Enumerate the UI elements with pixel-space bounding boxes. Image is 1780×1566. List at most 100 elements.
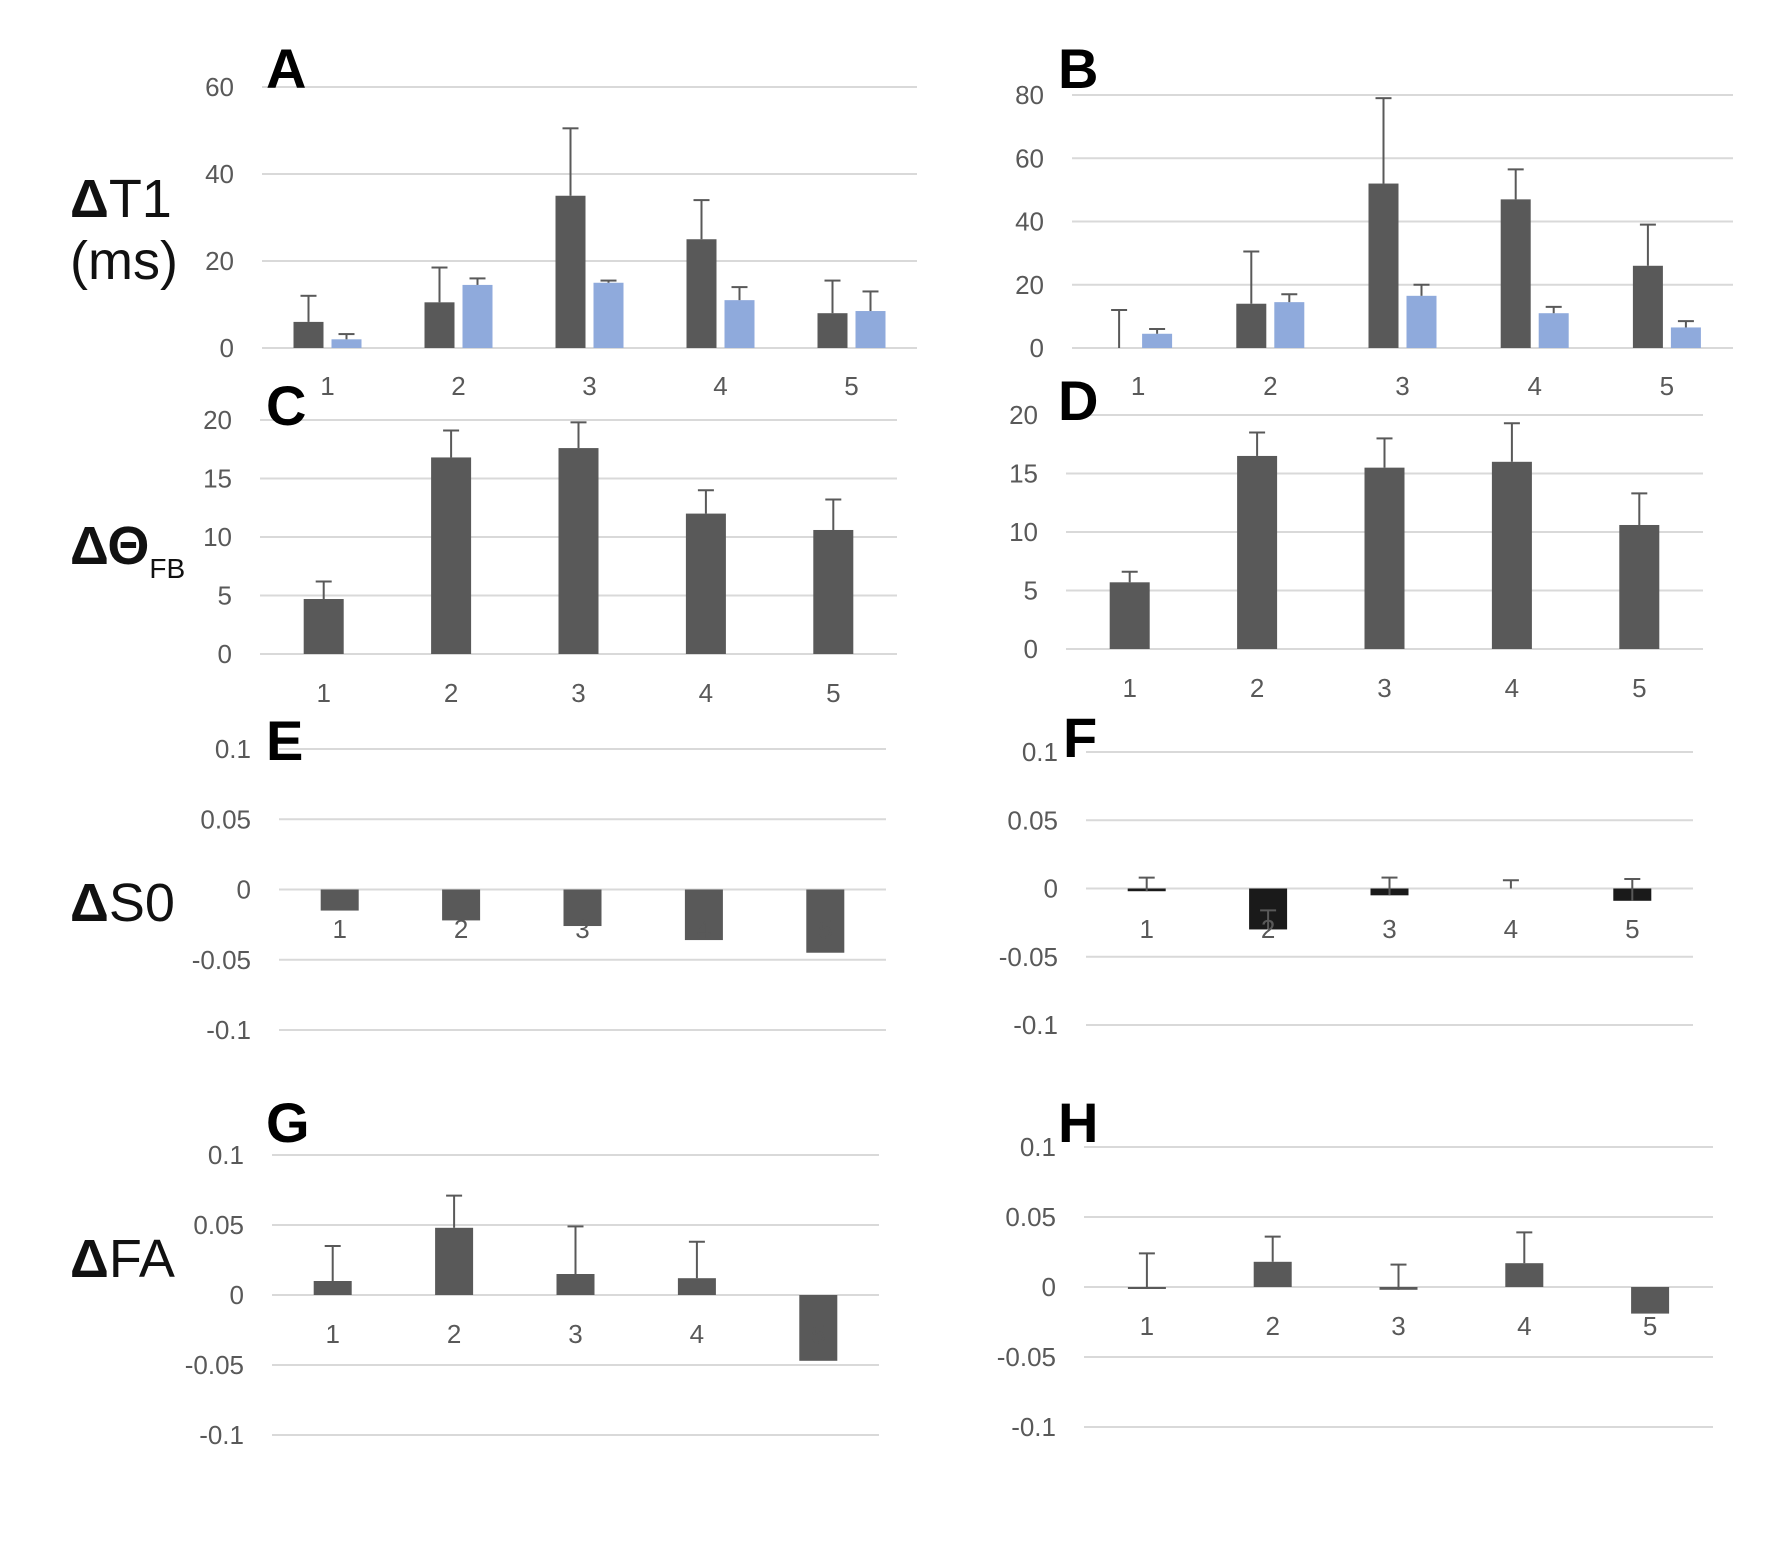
x-tick-label-b: 1 <box>1131 371 1145 401</box>
x-tick-label-f: 2 <box>1261 914 1275 944</box>
row-label-theta: ΔΘFB <box>70 515 185 585</box>
x-tick-label-c: 2 <box>444 678 458 708</box>
y-tick-label-d: 5 <box>1024 576 1038 606</box>
x-tick-label-a: 2 <box>451 371 465 401</box>
x-tick-label-g: 3 <box>568 1319 582 1349</box>
delta-symbol: Δ <box>70 516 108 576</box>
y-tick-label-d: 10 <box>1009 517 1038 547</box>
y-tick-label-f: -0.1 <box>1013 1010 1058 1040</box>
y-tick-label-a: 20 <box>205 246 234 276</box>
bar-d-dark <box>1364 467 1405 649</box>
x-tick-label-b: 5 <box>1660 371 1674 401</box>
row-label-t1-unit: (ms) <box>70 231 178 292</box>
y-tick-label-e: -0.05 <box>192 945 251 975</box>
x-tick-label-g: 5 <box>811 1319 825 1349</box>
y-tick-label-a: 40 <box>205 159 234 189</box>
bar-d-dark <box>1109 582 1150 649</box>
row-label-t1-text: T1 <box>108 169 172 229</box>
y-tick-label-b: 40 <box>1015 207 1044 237</box>
x-tick-label-e: 2 <box>454 914 468 944</box>
bar-a-dark <box>424 302 455 348</box>
x-tick-label-c: 1 <box>316 678 330 708</box>
bar-g-dark <box>313 1281 352 1295</box>
x-tick-label-c: 5 <box>826 678 840 708</box>
bar-e-dark <box>684 889 723 941</box>
x-tick-label-h: 5 <box>1643 1311 1657 1341</box>
delta-symbol: Δ <box>70 1229 109 1289</box>
bar-a-dark <box>817 313 848 348</box>
bar-a-light <box>593 282 624 348</box>
row-label-t1: ΔT1 (ms) <box>70 168 178 292</box>
bar-b-dark <box>1236 303 1267 348</box>
x-tick-label-b: 2 <box>1263 371 1277 401</box>
y-tick-label-g: 0.1 <box>208 1140 244 1170</box>
panel-letter-a: A <box>266 37 306 100</box>
x-tick-label-f: 5 <box>1625 914 1639 944</box>
y-tick-label-h: -0.05 <box>997 1342 1056 1372</box>
bar-c-dark <box>431 457 472 654</box>
x-tick-label-e: 3 <box>575 914 589 944</box>
x-tick-label-c: 3 <box>571 678 585 708</box>
delta-symbol: Δ <box>70 873 109 933</box>
x-tick-label-g: 1 <box>325 1319 339 1349</box>
bar-d-dark <box>1491 461 1532 649</box>
bar-c-dark <box>685 513 726 654</box>
panel-letter-c: C <box>266 374 306 437</box>
bar-b-light <box>1142 333 1173 348</box>
x-tick-label-h: 4 <box>1517 1311 1531 1341</box>
bar-g-dark <box>677 1278 716 1295</box>
x-tick-label-g: 4 <box>690 1319 704 1349</box>
bar-b-light <box>1670 327 1701 348</box>
panel-letter-g: G <box>266 1091 310 1154</box>
bar-a-light <box>855 311 886 348</box>
bar-e-dark <box>442 889 481 921</box>
y-tick-label-b: 20 <box>1015 270 1044 300</box>
bar-a-light <box>462 284 493 348</box>
y-tick-label-h: 0.05 <box>1005 1202 1056 1232</box>
row-label-s0-text: S0 <box>108 873 175 933</box>
x-tick-label-b: 4 <box>1527 371 1541 401</box>
x-tick-label-e: 1 <box>332 914 346 944</box>
theta-symbol: Θ <box>107 516 150 576</box>
bar-a-dark <box>555 195 586 348</box>
y-tick-label-c: 20 <box>203 405 232 435</box>
bar-b-dark <box>1632 265 1663 348</box>
x-tick-label-e: 5 <box>818 914 832 944</box>
y-tick-label-b: 80 <box>1015 80 1044 110</box>
x-tick-label-a: 3 <box>582 371 596 401</box>
y-tick-label-d: 15 <box>1009 459 1038 489</box>
panel-letter-d: D <box>1058 369 1098 432</box>
bar-c-dark <box>558 448 599 654</box>
bar-a-light <box>331 339 362 348</box>
x-tick-label-f: 3 <box>1382 914 1396 944</box>
y-tick-label-f: -0.05 <box>999 942 1058 972</box>
bar-a-light <box>724 300 755 348</box>
row-label-fa-text: FA <box>108 1229 175 1289</box>
panel-letter-h: H <box>1058 1091 1098 1154</box>
bar-g-dark <box>799 1295 838 1361</box>
bar-h-dark <box>1253 1261 1292 1287</box>
y-tick-label-c: 5 <box>218 581 232 611</box>
x-tick-label-a: 5 <box>844 371 858 401</box>
y-tick-label-g: -0.05 <box>185 1350 244 1380</box>
bar-h-dark <box>1505 1263 1544 1287</box>
bar-a-dark <box>686 239 717 348</box>
y-tick-label-e: -0.1 <box>206 1015 251 1045</box>
x-tick-label-f: 1 <box>1139 914 1153 944</box>
x-tick-label-g: 2 <box>447 1319 461 1349</box>
bar-d-dark <box>1619 524 1660 649</box>
bar-b-light <box>1406 295 1437 348</box>
x-tick-label-b: 3 <box>1395 371 1409 401</box>
x-tick-label-d: 4 <box>1505 673 1519 703</box>
x-tick-label-c: 4 <box>699 678 713 708</box>
y-tick-label-b: 0 <box>1030 333 1044 363</box>
bar-g-dark <box>435 1227 474 1295</box>
bar-a-dark <box>293 321 324 348</box>
x-tick-label-h: 3 <box>1391 1311 1405 1341</box>
y-tick-label-h: -0.1 <box>1011 1412 1056 1442</box>
x-tick-label-h: 1 <box>1140 1311 1154 1341</box>
y-tick-label-d: 20 <box>1009 400 1038 430</box>
y-tick-label-h: 0 <box>1042 1272 1056 1302</box>
x-tick-label-a: 1 <box>320 371 334 401</box>
